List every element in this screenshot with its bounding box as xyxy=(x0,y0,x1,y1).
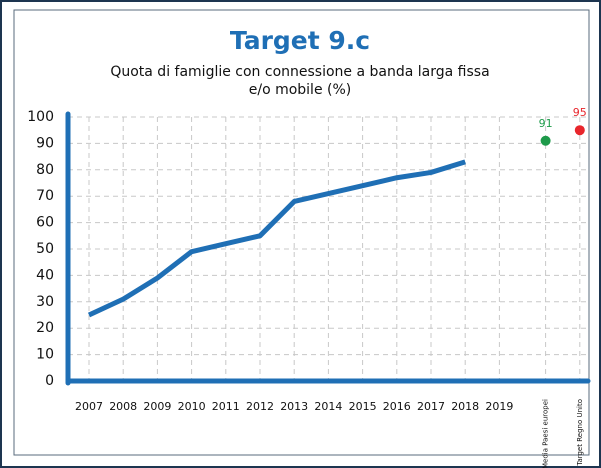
x-tick-label: 2019 xyxy=(485,400,513,413)
y-tick-label: 20 xyxy=(36,320,54,336)
y-tick-label: 30 xyxy=(36,294,54,310)
x-tick-label: Media Paesi europei xyxy=(542,399,550,468)
x-tick-label: 2012 xyxy=(246,400,274,413)
x-tick-label: 2016 xyxy=(383,400,411,413)
y-tick-label: 70 xyxy=(36,188,54,204)
x-tick-label: Target Regno Unito xyxy=(576,399,584,467)
chart-title: Target 9.c xyxy=(230,26,370,55)
chart-subtitle: Quota di famiglie con connessione a band… xyxy=(110,64,489,80)
y-tick-label: 10 xyxy=(36,347,54,363)
x-tick-label: 2015 xyxy=(349,400,377,413)
x-tick-label: 2017 xyxy=(417,400,445,413)
y-tick-label: 80 xyxy=(36,162,54,178)
data-label: 95 xyxy=(573,106,587,119)
point xyxy=(540,135,551,146)
x-tick-label: 2018 xyxy=(451,400,479,413)
y-tick-label: 50 xyxy=(36,241,54,257)
y-tick-label: 90 xyxy=(36,135,54,151)
x-tick-label: 2007 xyxy=(75,400,103,413)
x-tick-label: 2011 xyxy=(212,400,240,413)
x-tick-label: 2014 xyxy=(314,400,342,413)
y-tick-label: 100 xyxy=(27,109,54,125)
data-label: 91 xyxy=(539,117,553,130)
y-tick-label: 40 xyxy=(36,267,54,283)
x-tick-label: 2013 xyxy=(280,400,308,413)
chart-subtitle: e/o mobile (%) xyxy=(249,82,352,98)
line-series xyxy=(87,159,466,318)
y-tick-label: 60 xyxy=(36,215,54,231)
point xyxy=(574,125,585,136)
x-tick-label: 2009 xyxy=(143,400,171,413)
y-tick-label: 0 xyxy=(45,373,54,389)
x-tick-label: 2008 xyxy=(109,400,137,413)
x-tick-label: 2010 xyxy=(178,400,206,413)
